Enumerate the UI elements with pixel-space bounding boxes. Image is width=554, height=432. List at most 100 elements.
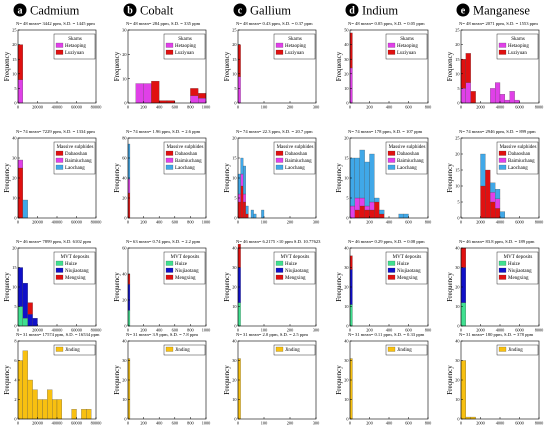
panel-gallium-mvt: N= 46 mean= 6.2175 ×10 ppm S.D. 10.77623… — [223, 239, 321, 333]
legend-label: Jinding — [285, 348, 300, 353]
x-tick-label: 1000 — [202, 328, 211, 333]
bar — [198, 93, 207, 99]
y-tick-label: 5 — [14, 304, 16, 309]
bar — [490, 88, 496, 104]
y-tick-label: 30 — [12, 156, 16, 161]
legend-label: Laochang — [285, 166, 305, 171]
bar — [42, 399, 48, 420]
legend-swatch — [387, 164, 396, 170]
legend-swatch — [275, 164, 284, 170]
bar — [499, 94, 505, 104]
x-tick-label: 200 — [140, 421, 146, 426]
bar — [514, 99, 520, 104]
y-tick-label: 30 — [122, 358, 126, 363]
element-name: Indium — [362, 4, 398, 18]
y-tick-label: 5 — [234, 86, 236, 91]
x-tick-label: 200 — [140, 220, 146, 225]
x-tick-label: 60000 — [71, 220, 82, 225]
bar — [509, 91, 515, 104]
legend: Massive sulphides Dabaoshan Baimiuchang Lao… — [163, 141, 206, 175]
y-axis-label: Frequency — [446, 365, 454, 395]
bar — [465, 82, 471, 104]
y-tick-label: 10 — [232, 397, 236, 402]
x-tick-label: 0 — [127, 421, 129, 426]
legend-swatch — [498, 150, 507, 156]
y-tick-label: 0 — [124, 324, 126, 329]
bar — [240, 185, 244, 219]
bar — [480, 153, 486, 187]
column-header-indium: d Indium — [345, 3, 398, 18]
y-tick-label: 20 — [455, 285, 459, 290]
x-tick-label: 300 — [313, 421, 319, 426]
bar — [374, 201, 380, 219]
bar — [460, 360, 466, 420]
legend: Skarns Hetaoping Luziyuan — [273, 33, 316, 60]
bar — [17, 159, 23, 169]
x-tick-label: 400 — [156, 328, 162, 333]
bar — [364, 161, 370, 207]
legend-swatch — [498, 267, 507, 273]
legend-swatch — [275, 157, 284, 163]
legend-label: Baimiuchang — [508, 159, 535, 164]
legend-title: Skarns — [178, 37, 192, 42]
x-tick-label: 0 — [237, 220, 239, 225]
panel-cobalt-mvt: N= 63 mean= 0.74 ppm, S.D. = 2.2 ppm 0 20 4… — [113, 239, 210, 333]
y-axis-label: Frequency — [335, 51, 343, 81]
legend: Skarns Hetaoping Luziyuan — [496, 33, 539, 60]
bar — [237, 76, 241, 104]
y-tick-label: 25 — [12, 28, 16, 33]
bar — [349, 205, 355, 219]
legend: Massive sulphides Dabaoshan Baimiuchang Lao… — [385, 141, 428, 175]
panel-manganese-massive: N= 74 mean= 2946 ppm, S.D. = 899 ppm 0 5 10… — [446, 129, 543, 225]
element-name: Gallium — [250, 4, 291, 18]
y-tick-label: 30 — [122, 28, 126, 33]
y-axis-label: Frequency — [3, 272, 11, 302]
bar — [349, 67, 353, 104]
x-tick-label: 1000 — [202, 105, 211, 110]
y-tick-label: 0 — [346, 101, 348, 106]
bar — [250, 209, 254, 219]
y-tick-label: 40 — [344, 246, 348, 251]
y-tick-label: 40 — [122, 339, 126, 344]
legend-label: Luziyuan — [285, 51, 304, 56]
x-tick-label: 8000 — [535, 421, 544, 426]
bar — [349, 32, 353, 69]
bar — [349, 304, 353, 327]
bar — [32, 318, 38, 327]
y-axis-label: Frequency — [223, 163, 231, 193]
bar — [465, 53, 471, 83]
x-tick-label: 600 — [405, 105, 411, 110]
x-tick-label: 800 — [187, 328, 193, 333]
legend: Skarns Hetaoping Luziyuan — [385, 33, 428, 60]
bar — [71, 409, 77, 420]
bar — [354, 209, 360, 219]
panel-stats: N= 31 mean= 180 ppm, S.D. = 378 ppm — [459, 332, 534, 338]
legend-label: Niujiaotang — [65, 269, 89, 274]
x-tick-label: 1000 — [202, 220, 211, 225]
bar — [47, 389, 53, 420]
x-tick-label: 0 — [127, 220, 129, 225]
y-tick-label: 10 — [455, 71, 459, 76]
legend-swatch — [55, 150, 64, 156]
panel-stats: N= 46 mean= 7899 ppm, S.D. 6102 ppm — [16, 239, 92, 245]
y-tick-label: 60 — [122, 156, 126, 161]
y-tick-label: 20 — [122, 52, 126, 57]
legend-swatch — [165, 150, 174, 156]
legend-label: Dabaoshan — [397, 152, 420, 157]
y-tick-label: 10 — [12, 196, 16, 201]
column-header-cobalt: b Cobalt — [123, 3, 174, 18]
bar — [237, 358, 241, 420]
plot-frame — [127, 29, 207, 104]
y-tick-label: 25 — [232, 28, 236, 33]
bar — [237, 173, 241, 195]
legend: Massive sulphides Dabaoshan Baimiuchang Lao… — [496, 141, 539, 175]
panel-letter-badge — [123, 3, 137, 17]
panel-letter: e — [461, 6, 466, 17]
bar — [499, 211, 505, 219]
bar — [17, 167, 23, 219]
panel-stats: N= 48 mean= 3442 ppm, S.D. = 1445 ppm — [16, 21, 95, 27]
y-axis-label: Frequency — [446, 272, 454, 302]
panel-stats: N= 74 mean= 1.96 ppm, S.D. = 2.6 ppm — [126, 129, 201, 135]
panel-cobalt-massive: N= 74 mean= 1.96 ppm, S.D. = 2.6 ppm 0 20 4… — [113, 129, 210, 225]
